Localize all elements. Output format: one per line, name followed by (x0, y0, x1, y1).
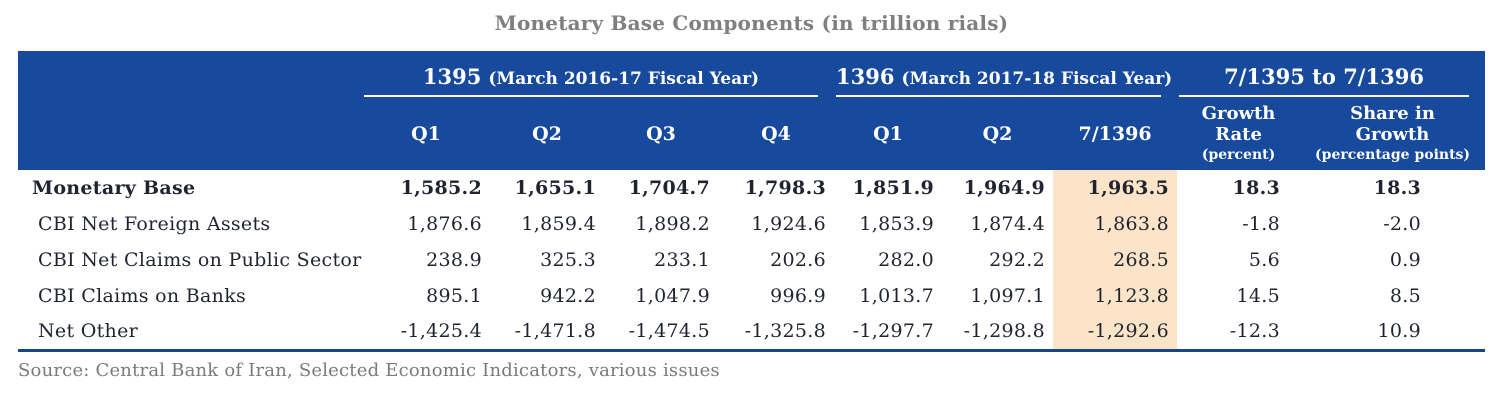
table-cell: 1,859.4 (521, 213, 596, 235)
table-title: Monetary Base Components (in trillion ri… (494, 11, 1009, 35)
table-cell: 1,964.9 (963, 177, 1046, 199)
table-cell: 18.3 (1373, 177, 1422, 199)
monetary-base-table: 1395 (March 2016-17 Fiscal Year) 1396 (Mar… (18, 51, 1486, 352)
column-header-q2-1396: Q2 (942, 97, 1054, 170)
header-group-growth-label: 7/1395 to 7/1396 (1224, 64, 1424, 89)
table-cell: 996.9 (770, 285, 827, 307)
table-row-cbi-net-claims-public-sector: CBI Net Claims on Public Sector 238.9 32… (18, 242, 1485, 278)
row-label: Net Other (38, 320, 139, 343)
table-cell: 238.9 (426, 249, 482, 271)
column-header-q1-1395: Q1 (362, 97, 490, 170)
table-cell: 895.1 (426, 285, 482, 307)
table-cell: 1,874.4 (970, 213, 1046, 235)
table-cell: 282.0 (878, 249, 935, 271)
table-cell: 1,097.1 (970, 285, 1046, 307)
table-cell: 1,585.2 (400, 177, 482, 199)
header-group-1396-year: 1396 (836, 64, 895, 89)
row-label: CBI Net Foreign Assets (38, 213, 271, 235)
table-cell: 14.5 (1236, 285, 1281, 307)
table-cell: 1,798.3 (744, 177, 827, 199)
table-cell-highlighted: -1,292.6 (1053, 314, 1178, 350)
table-cell: 1,876.6 (407, 213, 482, 235)
growth-rate-unit: (percent) (1201, 147, 1276, 164)
row-label: CBI Claims on Banks (38, 285, 247, 307)
share-in-growth-label: Share in Growth (1350, 102, 1435, 146)
table-header: 1395 (March 2016-17 Fiscal Year) 1396 (Mar… (18, 51, 1486, 170)
table-cell-highlighted: 1,863.8 (1053, 206, 1178, 242)
column-header-q2-1395: Q2 (490, 97, 604, 170)
table-row-cbi-net-foreign-assets: CBI Net Foreign Assets 1,876.6 1,859.4 1… (18, 206, 1485, 242)
header-group-1395: 1395 (March 2016-17 Fiscal Year) (362, 51, 835, 97)
table-cell: 18.3 (1232, 177, 1281, 199)
table-cell-highlighted: 1,123.8 (1053, 278, 1178, 314)
table-cell-highlighted: 1,963.5 (1053, 170, 1178, 206)
table-cell: 202.6 (770, 249, 827, 271)
header-group-1395-underline: 1395 (March 2016-17 Fiscal Year) (364, 62, 819, 97)
column-header-q1-1396: Q1 (834, 97, 943, 170)
table-cell: 233.1 (654, 249, 710, 271)
table-body: Monetary Base 1,585.2 1,655.1 1,704.7 1,… (18, 170, 1485, 350)
column-header-q4-1395: Q4 (718, 97, 835, 170)
row-label: CBI Net Claims on Public Sector (38, 249, 362, 271)
table-cell: 10.9 (1377, 320, 1422, 343)
table-cell: 1,013.7 (859, 285, 935, 307)
table-cell: 1,047.9 (635, 285, 710, 307)
table-cell: -1,297.7 (852, 320, 935, 343)
table-cell: -1,425.4 (400, 320, 482, 343)
column-header-growth-rate: Growth Rate (percent) (1177, 97, 1301, 170)
header-group-1396-underline: 1396 (March 2017-18 Fiscal Year) (836, 62, 1172, 97)
header-group-1396-sublabel: (March 2017-18 Fiscal Year) (901, 69, 1173, 89)
header-group-1395-sublabel: (March 2016-17 Fiscal Year) (488, 69, 760, 89)
growth-rate-label: Growth Rate (1201, 102, 1276, 146)
table-row-monetary-base: Monetary Base 1,585.2 1,655.1 1,704.7 1,… (18, 170, 1485, 206)
table-cell-highlighted: 268.5 (1053, 242, 1178, 278)
table-cell: 942.2 (540, 285, 596, 307)
table-cell: -2.0 (1383, 213, 1422, 235)
table-cell: 8.5 (1389, 285, 1422, 307)
header-columns-row: Q1 Q2 Q3 Q4 Q1 Q2 7/1396 Growth Rate (pe… (18, 97, 1486, 170)
table-cell: -1.8 (1242, 213, 1281, 235)
header-group-growth-period: 7/1395 to 7/1396 (1177, 51, 1486, 97)
table-cell: 292.2 (989, 249, 1046, 271)
header-group-growth-underline: 7/1395 to 7/1396 (1179, 62, 1470, 97)
table-cell: 0.9 (1389, 249, 1422, 271)
share-in-growth-unit: (percentage points) (1315, 147, 1471, 164)
table-cell: -1,325.8 (744, 320, 827, 343)
table-cell: -1,471.8 (514, 320, 596, 343)
table-cell: 1,924.6 (751, 213, 827, 235)
row-label-header-cell (18, 51, 362, 170)
table-cell: 1,704.7 (628, 177, 710, 199)
source-note: Source: Central Bank of Iran, Selected E… (18, 359, 720, 381)
table-cell: 5.6 (1248, 249, 1281, 271)
table-row-cbi-claims-on-banks: CBI Claims on Banks 895.1 942.2 1,047.9 … (18, 278, 1485, 314)
table-row-net-other: Net Other -1,425.4 -1,471.8 -1,474.5 -1,… (18, 314, 1485, 350)
table-cell: 1,851.9 (852, 177, 935, 199)
table-cell: 325.3 (540, 249, 596, 271)
header-group-1395-year: 1395 (422, 64, 482, 89)
table-cell: -1,474.5 (628, 320, 710, 343)
column-header-q3-1395: Q3 (604, 97, 718, 170)
column-header-7-1396: 7/1396 (1053, 97, 1178, 170)
header-group-1396: 1396 (March 2017-18 Fiscal Year) (834, 51, 1178, 97)
table-cell: 1,655.1 (514, 177, 596, 199)
table-cell: -1,298.8 (963, 320, 1046, 343)
column-header-share-in-growth: Share in Growth (percentage points) (1300, 97, 1486, 170)
table-cell: -12.3 (1229, 320, 1281, 343)
table-cell: 1,853.9 (859, 213, 935, 235)
header-group-row: 1395 (March 2016-17 Fiscal Year) 1396 (Mar… (18, 51, 1486, 170)
row-label: Monetary Base (32, 177, 196, 199)
table-cell: 1,898.2 (635, 213, 710, 235)
